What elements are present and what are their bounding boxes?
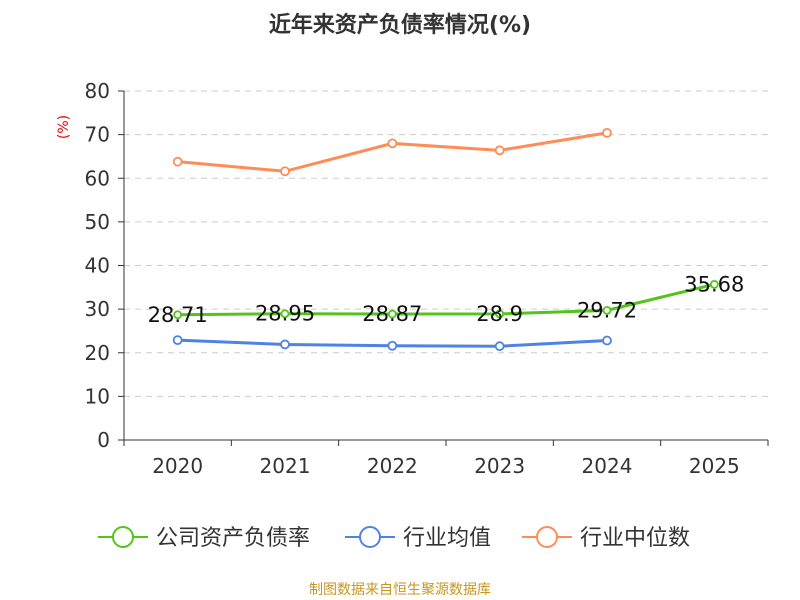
- y-tick-label: 40: [85, 254, 110, 278]
- data-point: [494, 145, 505, 156]
- data-point: [387, 309, 397, 319]
- data-point: [494, 341, 505, 352]
- chart-title: 近年来资产负债率情况(%): [269, 12, 531, 38]
- data-point: [387, 138, 398, 149]
- y-tick-label: 80: [85, 79, 110, 103]
- legend-label: 公司资产负债率: [156, 526, 310, 551]
- data-label: 29.72: [577, 298, 637, 322]
- y-tick-label: 30: [85, 297, 110, 321]
- x-tick-label: 2025: [689, 454, 740, 478]
- data-point: [280, 309, 290, 319]
- data-label: 35.68: [684, 272, 744, 296]
- data-point: [602, 127, 612, 138]
- data-point: [280, 166, 290, 177]
- legend-label: 行业均值: [403, 526, 491, 551]
- y-axis-label: (%): [56, 115, 72, 139]
- legend-marker-icon: [112, 526, 134, 548]
- legend-marker-icon: [359, 526, 381, 548]
- series-line: [177, 282, 715, 317]
- x-tick-label: 2020: [152, 454, 203, 478]
- legend-item[interactable]: 行业均值: [345, 526, 491, 551]
- data-point: [495, 309, 505, 319]
- x-tick-label: 2022: [367, 454, 418, 478]
- data-point: [602, 305, 612, 315]
- source-note: 制图数据来自恒生聚源数据库: [309, 582, 491, 598]
- legend-label: 行业中位数: [580, 526, 690, 551]
- data-point: [602, 335, 612, 346]
- y-tick-label: 50: [85, 210, 110, 234]
- data-point: [172, 335, 183, 345]
- legend-item[interactable]: 行业中位数: [522, 526, 690, 551]
- data-point: [709, 279, 719, 289]
- data-point: [173, 310, 183, 320]
- y-tick-label: 60: [85, 166, 110, 190]
- data-point: [387, 340, 398, 351]
- y-tick-label: 70: [85, 123, 110, 147]
- x-tick-label: 2024: [582, 454, 633, 478]
- data-label: 28.9: [476, 302, 523, 326]
- legend-item[interactable]: 公司资产负债率: [98, 526, 310, 551]
- x-tick-label: 2021: [260, 454, 311, 478]
- legend-marker-icon: [536, 526, 558, 548]
- data-label: 28.71: [148, 303, 208, 327]
- x-tick-label: 2023: [474, 454, 525, 478]
- data-label: 28.87: [362, 302, 422, 326]
- y-tick-label: 10: [85, 384, 110, 408]
- data-label: 28.95: [255, 302, 315, 326]
- data-point: [280, 339, 290, 350]
- data-point: [172, 156, 183, 167]
- y-tick-label: 0: [97, 428, 110, 452]
- y-tick-label: 20: [85, 341, 110, 365]
